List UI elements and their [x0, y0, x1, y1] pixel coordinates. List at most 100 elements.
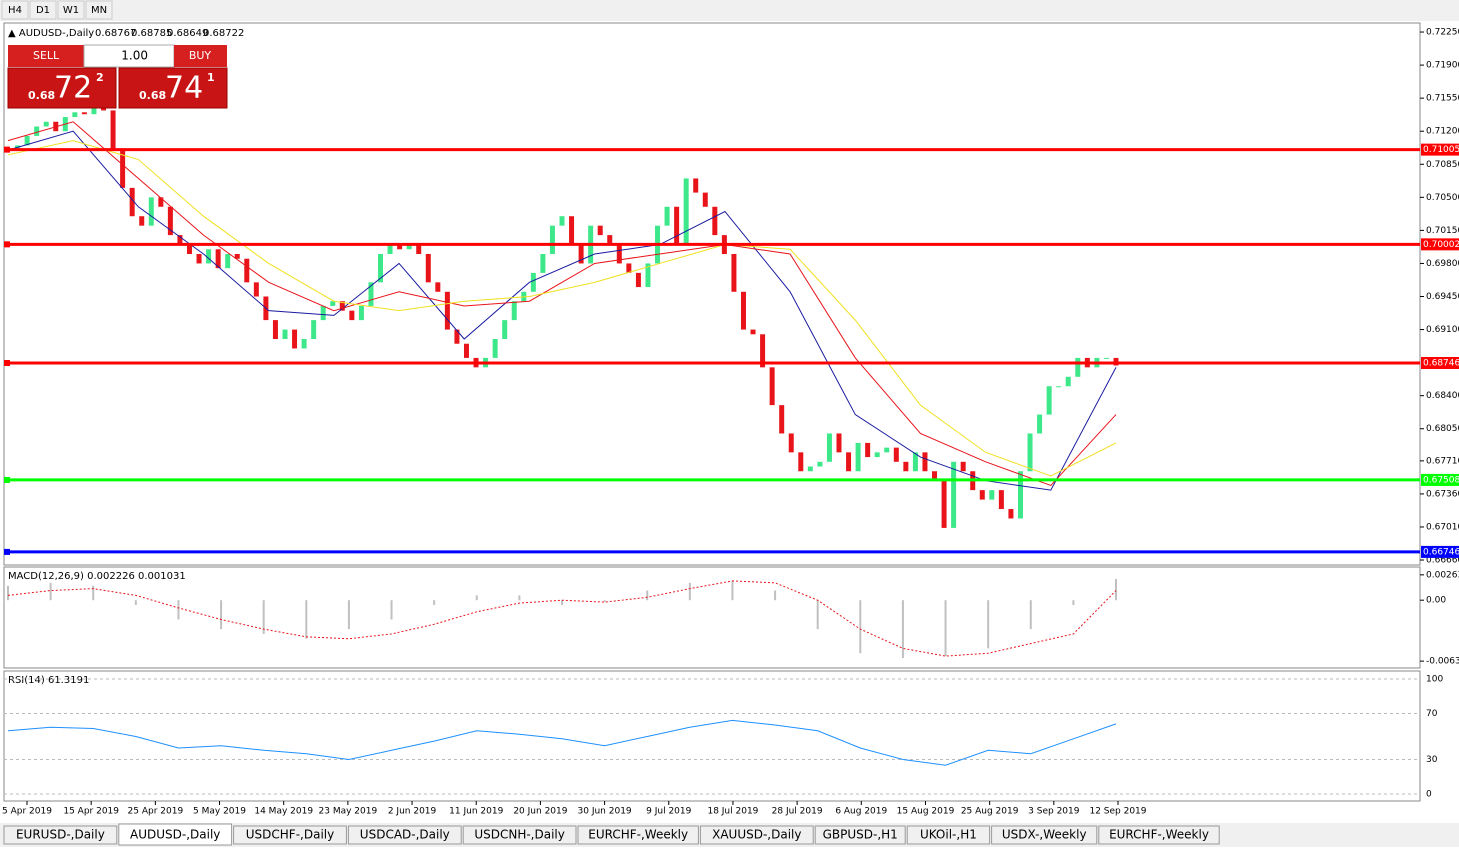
candle	[1103, 357, 1109, 359]
candle	[960, 461, 966, 472]
level-tag	[1421, 356, 1459, 369]
macd-bar	[561, 600, 563, 606]
quote: 0.68722	[203, 28, 244, 39]
date-label: 9 Jul 2019	[646, 807, 691, 817]
macd-signal	[7, 580, 1117, 657]
symbol: ▲ AUDUSD-,Daily	[8, 28, 94, 39]
candle	[253, 282, 259, 297]
macd-bar	[7, 585, 9, 601]
macd-bar	[262, 600, 265, 634]
chart-tab[interactable]	[699, 825, 814, 845]
macd-bar	[774, 590, 777, 601]
macd-bar	[731, 580, 734, 601]
candle	[1017, 471, 1023, 519]
candle	[511, 301, 517, 321]
candle	[683, 178, 689, 245]
chart-tab[interactable]	[347, 825, 462, 845]
candle	[616, 244, 622, 264]
candle	[731, 253, 737, 292]
date-label: 6 Aug 2019	[835, 807, 887, 817]
candle	[502, 320, 508, 340]
candle	[454, 329, 460, 344]
period-button[interactable]	[57, 0, 85, 20]
price-box[interactable]	[7, 67, 117, 109]
buy-button[interactable]	[174, 45, 227, 67]
date-label: 20 Jun 2019	[513, 807, 567, 817]
chart-tab[interactable]	[118, 823, 233, 846]
candle	[225, 253, 231, 269]
macd-bar	[1029, 600, 1032, 630]
chart-tab[interactable]	[462, 825, 577, 845]
macd-bar	[987, 600, 990, 649]
period-label: D1	[36, 5, 50, 16]
price-box[interactable]	[118, 67, 228, 109]
date-label: 3 Sep 2019	[1028, 807, 1080, 817]
chart-tab[interactable]	[814, 825, 906, 845]
level-label: 0.66746	[1423, 547, 1459, 557]
sell-label: SELL	[33, 49, 60, 62]
tab-label: USDX-,Weekly	[1002, 828, 1087, 842]
date-label: 5 Apr 2019	[2, 807, 52, 817]
moving-average	[7, 130, 1117, 491]
level-label: 0.71005	[1423, 145, 1459, 155]
chart-tab[interactable]	[906, 825, 991, 845]
candle	[788, 433, 794, 453]
candle	[549, 225, 555, 254]
candle	[463, 343, 469, 358]
period-button[interactable]	[85, 0, 113, 20]
candle	[798, 452, 804, 472]
level-handle	[4, 241, 10, 248]
date-label: 2 Jun 2019	[388, 807, 437, 817]
macd-bar	[433, 600, 436, 606]
chart-tab[interactable]	[1098, 825, 1220, 845]
price-big: 72	[54, 71, 92, 106]
candle	[941, 480, 947, 528]
chart-tab[interactable]	[991, 825, 1098, 845]
candle	[865, 442, 871, 458]
chart-tab[interactable]	[577, 825, 699, 845]
level-handle	[4, 359, 10, 366]
lot: 1.00	[121, 49, 148, 63]
quote: 0.68767	[95, 28, 136, 39]
level-handle	[4, 146, 10, 153]
period-button[interactable]	[1, 0, 29, 20]
macd-bar	[518, 595, 521, 601]
macd-bar	[220, 600, 223, 630]
macd-bar	[859, 600, 862, 654]
candle	[740, 291, 746, 330]
level-tag	[1421, 143, 1459, 156]
chart-tab[interactable]	[3, 825, 118, 845]
candle	[826, 433, 832, 462]
candle	[301, 339, 307, 349]
candle	[148, 197, 154, 226]
level-label: 0.70002	[1423, 240, 1459, 250]
candle	[807, 466, 813, 472]
candle	[559, 216, 565, 226]
quote: 0.68649	[167, 28, 208, 39]
macd-bar	[475, 595, 478, 601]
level-tag	[1421, 545, 1459, 558]
price-prefix: 0.68	[28, 89, 55, 102]
candle	[186, 244, 192, 254]
candle	[779, 405, 785, 434]
chart-tab[interactable]	[233, 825, 347, 845]
period-button[interactable]	[29, 0, 57, 20]
candle	[1075, 357, 1081, 377]
macd-bar	[92, 585, 95, 601]
candle	[177, 235, 183, 245]
sell-button[interactable]	[8, 45, 84, 67]
candle	[874, 452, 880, 458]
candle	[34, 126, 40, 136]
candle	[24, 135, 30, 146]
macd-bar	[347, 600, 350, 630]
candle	[139, 216, 145, 226]
candle	[196, 253, 202, 264]
candle	[702, 192, 708, 207]
candle	[72, 112, 78, 118]
